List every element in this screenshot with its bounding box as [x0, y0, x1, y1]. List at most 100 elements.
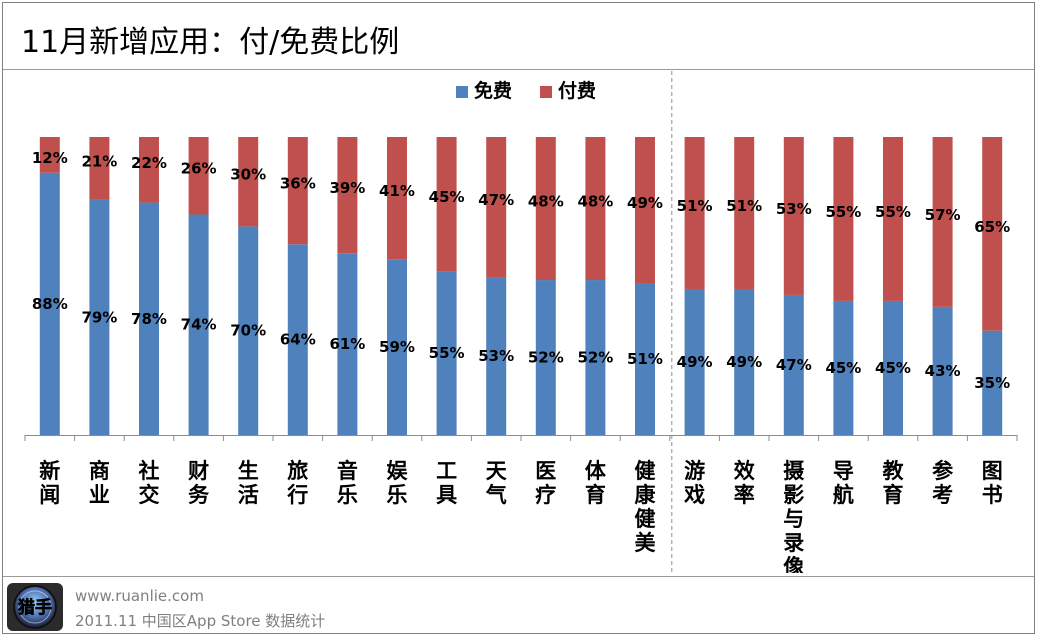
- bar-free: [585, 280, 606, 435]
- bar-paid: [436, 137, 457, 272]
- bar-free: [188, 214, 209, 435]
- data-label-free: 59%: [379, 338, 415, 356]
- bar-paid: [734, 137, 755, 289]
- data-label-paid: 57%: [925, 206, 961, 224]
- bar-free: [436, 271, 457, 435]
- bar-paid: [486, 137, 507, 278]
- category-label: 商: [89, 459, 110, 483]
- data-label-paid: 39%: [329, 179, 365, 197]
- bar-free: [982, 330, 1003, 435]
- page-title: 11月新增应用：付/免费比例: [21, 25, 400, 60]
- bar-paid: [139, 137, 159, 203]
- data-label-paid: 53%: [776, 200, 812, 218]
- category-label: 旅: [287, 459, 308, 483]
- data-label-paid: 48%: [528, 193, 564, 211]
- bar-paid: [684, 137, 705, 289]
- category-label: 行: [286, 483, 308, 507]
- category-label: 音: [337, 459, 358, 483]
- bar-free: [39, 172, 60, 435]
- data-label-free: 88%: [32, 295, 68, 313]
- bar-free: [535, 280, 556, 435]
- category-label: 游: [684, 459, 705, 483]
- data-label-free: 47%: [776, 356, 812, 374]
- category-label: 天: [486, 459, 508, 483]
- category-label: 像: [783, 555, 805, 573]
- legend-label-paid: 付费: [558, 79, 596, 102]
- bar-free: [486, 277, 507, 435]
- category-label: 参: [932, 459, 953, 483]
- category-label: 戏: [683, 483, 705, 507]
- data-label-paid: 49%: [627, 194, 663, 212]
- data-label-paid: 51%: [677, 197, 713, 215]
- category-label: 健: [635, 507, 656, 531]
- data-label-paid: 45%: [429, 188, 465, 206]
- bar-paid: [387, 137, 407, 260]
- category-label: 影: [783, 483, 804, 507]
- category-label: 率: [734, 483, 755, 507]
- category-label: 务: [188, 483, 210, 507]
- data-label-paid: 36%: [280, 175, 316, 193]
- category-label: 康: [635, 483, 657, 507]
- bar-free: [89, 199, 110, 435]
- category-label: 生: [238, 459, 259, 483]
- bar-paid: [783, 137, 804, 295]
- bar-paid: [287, 137, 308, 245]
- category-label: 效: [734, 459, 755, 483]
- bar-paid: [188, 137, 209, 215]
- bar-free: [684, 288, 705, 435]
- category-label: 乐: [337, 483, 358, 507]
- category-label: 新: [39, 459, 60, 483]
- legend-swatch-paid: [540, 86, 552, 98]
- category-label: 教: [883, 459, 905, 483]
- data-label-paid: 48%: [577, 193, 613, 211]
- category-label: 体: [585, 459, 607, 483]
- footer-source: 2011.11 中国区App Store 数据统计: [75, 612, 326, 630]
- bar-free: [387, 259, 407, 435]
- bar-paid: [535, 137, 556, 281]
- data-label-free: 61%: [329, 335, 365, 353]
- category-label: 育: [883, 483, 904, 507]
- bar-free: [238, 226, 259, 435]
- bar-paid: [238, 137, 259, 227]
- bar-free: [139, 202, 159, 435]
- category-label: 医: [535, 459, 556, 483]
- data-label-paid: 47%: [478, 191, 514, 209]
- bar-paid: [932, 137, 953, 307]
- bar-free: [337, 253, 358, 435]
- bar-free: [833, 300, 854, 435]
- data-label-free: 51%: [627, 350, 663, 368]
- data-label-paid: 30%: [230, 166, 266, 184]
- data-label-free: 79%: [81, 308, 117, 326]
- legend-label-free: 免费: [474, 79, 512, 102]
- data-label-free: 49%: [726, 353, 762, 371]
- category-label: 活: [238, 483, 259, 507]
- category-label: 工: [436, 459, 457, 483]
- category-label: 健: [635, 459, 656, 483]
- stacked-bar-chart: 免费 付费 12% 88% 新闻 21% 79% 商业 22% 78% 社交 26% 74% 财务 30% 7…: [24, 71, 1018, 573]
- category-label: 美: [635, 531, 656, 555]
- data-label-free: 45%: [825, 359, 861, 377]
- category-label: 图: [982, 459, 1003, 483]
- footer: 猎手 www.ruanlie.com 2011.11 中国区App Store …: [3, 576, 1034, 634]
- bar-paid: [39, 137, 60, 173]
- data-label-paid: 22%: [131, 154, 167, 172]
- category-label: 考: [932, 483, 953, 507]
- data-label-free: 35%: [974, 374, 1010, 392]
- bar-paid: [635, 137, 655, 284]
- data-label-free: 55%: [429, 344, 465, 362]
- data-label-paid: 21%: [81, 152, 117, 170]
- category-label: 交: [139, 483, 160, 507]
- category-label: 闻: [39, 483, 60, 507]
- category-label: 娱: [387, 459, 409, 483]
- data-label-free: 53%: [478, 347, 514, 365]
- category-label: 书: [982, 483, 1003, 507]
- data-label-free: 52%: [528, 349, 564, 367]
- data-label-paid: 65%: [974, 218, 1010, 236]
- category-label: 与: [783, 507, 804, 531]
- bar-free: [783, 294, 804, 435]
- data-label-free: 74%: [181, 316, 217, 334]
- category-label: 录: [783, 531, 804, 555]
- data-label-free: 43%: [925, 362, 961, 380]
- data-label-free: 52%: [577, 349, 613, 367]
